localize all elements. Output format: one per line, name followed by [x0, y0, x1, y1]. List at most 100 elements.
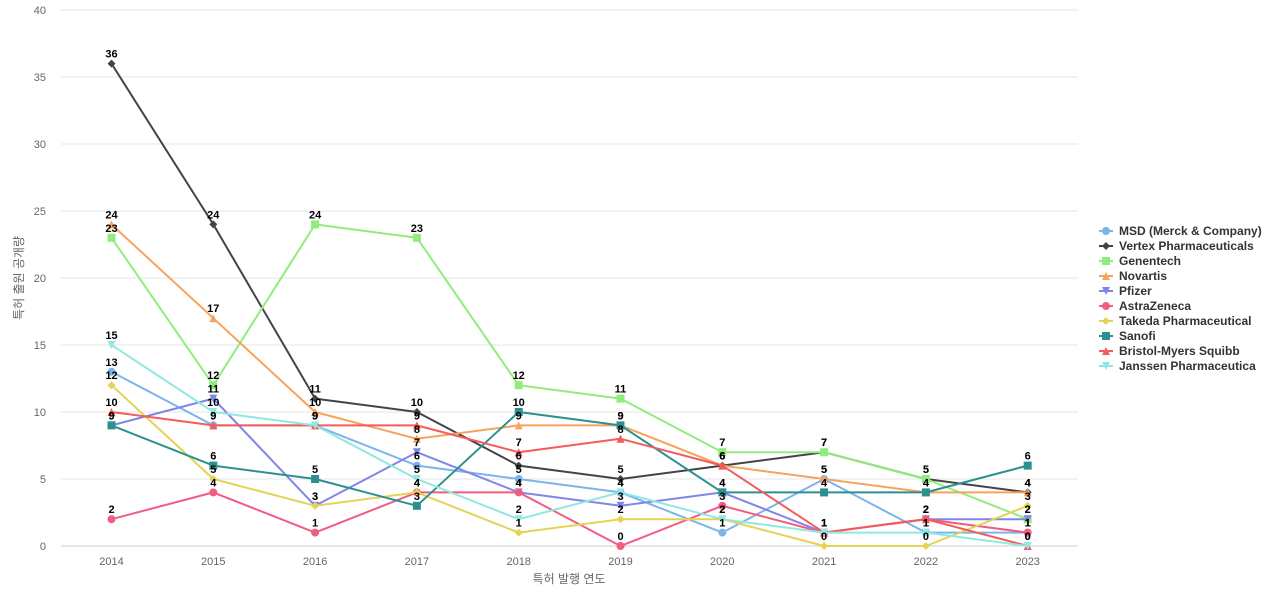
data-point-marker[interactable]: [718, 488, 727, 497]
data-point-marker[interactable]: [412, 421, 421, 430]
legend-item[interactable]: Bristol-Myers Squibb: [1099, 344, 1240, 358]
legend-item[interactable]: Vertex Pharmaceuticals: [1099, 239, 1254, 253]
data-point-marker[interactable]: [209, 475, 218, 483]
data-point-marker[interactable]: [209, 220, 218, 229]
data-point-marker[interactable]: [311, 475, 320, 483]
data-point-marker[interactable]: [514, 528, 523, 537]
legend-item[interactable]: MSD (Merck & Company): [1099, 224, 1262, 238]
data-point-marker[interactable]: [107, 408, 116, 416]
data-point-marker[interactable]: [1102, 317, 1110, 325]
data-point-marker[interactable]: [107, 233, 116, 242]
data-point-marker[interactable]: [921, 528, 930, 537]
series-line[interactable]: [110, 491, 1029, 547]
data-point-marker[interactable]: [820, 448, 829, 457]
data-point-marker[interactable]: [412, 488, 421, 497]
data-point-marker[interactable]: [107, 515, 116, 524]
data-point-marker[interactable]: [107, 381, 116, 390]
data-point-marker[interactable]: [921, 488, 930, 497]
data-point-marker[interactable]: [412, 501, 421, 510]
series-line[interactable]: [110, 384, 1029, 547]
data-point-marker[interactable]: [820, 488, 829, 497]
data-point-marker[interactable]: [1102, 332, 1110, 340]
data-point-marker[interactable]: [616, 488, 625, 497]
data-point-marker[interactable]: [718, 461, 727, 470]
data-point-marker[interactable]: [209, 421, 218, 430]
data-point-marker[interactable]: [412, 475, 421, 483]
data-point-marker[interactable]: [718, 448, 727, 457]
data-point-marker[interactable]: [209, 314, 218, 323]
data-point-marker[interactable]: [820, 528, 829, 537]
data-point-marker[interactable]: [820, 475, 829, 483]
data-point-marker[interactable]: [107, 367, 116, 376]
data-point-marker[interactable]: [209, 488, 218, 497]
data-point-marker[interactable]: [1023, 515, 1032, 524]
data-point-marker[interactable]: [718, 528, 727, 537]
legend-item[interactable]: Pfizer: [1099, 284, 1152, 298]
data-point-marker[interactable]: [514, 448, 523, 457]
data-point-marker[interactable]: [1023, 501, 1032, 510]
data-point-marker[interactable]: [107, 421, 116, 430]
data-point-marker[interactable]: [616, 515, 625, 524]
legend-item[interactable]: Novartis: [1099, 269, 1167, 283]
data-point-marker[interactable]: [1023, 542, 1032, 550]
data-point-marker[interactable]: [616, 421, 625, 430]
data-point-marker[interactable]: [616, 394, 625, 403]
series-line[interactable]: [110, 223, 1029, 521]
data-point-marker[interactable]: [718, 515, 727, 524]
data-point-marker[interactable]: [412, 461, 421, 470]
legend-item[interactable]: Sanofi: [1099, 329, 1156, 343]
series-line[interactable]: [110, 411, 1029, 507]
data-point-marker[interactable]: [1102, 347, 1110, 355]
data-point-marker[interactable]: [209, 461, 218, 470]
legend-item[interactable]: Genentech: [1099, 254, 1181, 268]
data-point-marker[interactable]: [107, 59, 116, 68]
data-point-marker[interactable]: [1102, 362, 1110, 370]
data-point-marker[interactable]: [616, 501, 625, 510]
data-point-marker[interactable]: [107, 341, 116, 349]
data-point-marker[interactable]: [616, 434, 625, 443]
series-line[interactable]: [110, 344, 1029, 547]
data-point-marker[interactable]: [412, 448, 421, 457]
series-line[interactable]: [110, 223, 1029, 494]
data-point-marker[interactable]: [616, 542, 625, 550]
data-point-marker[interactable]: [1102, 302, 1110, 310]
data-point-marker[interactable]: [1102, 227, 1110, 235]
data-point-marker[interactable]: [107, 220, 116, 229]
data-point-marker[interactable]: [311, 394, 320, 403]
data-point-marker[interactable]: [311, 528, 320, 537]
data-point-marker[interactable]: [1023, 461, 1032, 470]
legend-item[interactable]: AstraZeneca: [1099, 299, 1191, 313]
data-point-marker[interactable]: [311, 421, 320, 430]
legend-item[interactable]: Janssen Pharmaceutica: [1099, 359, 1256, 373]
data-point-marker[interactable]: [1023, 488, 1032, 497]
data-point-marker[interactable]: [820, 542, 829, 550]
data-point-marker[interactable]: [311, 501, 320, 510]
data-point-marker[interactable]: [209, 381, 218, 390]
series-line[interactable]: [110, 370, 1029, 534]
data-point-marker[interactable]: [718, 501, 727, 510]
data-point-marker[interactable]: [616, 475, 625, 483]
data-point-marker[interactable]: [921, 475, 930, 483]
data-point-marker[interactable]: [514, 408, 523, 416]
data-point-marker[interactable]: [209, 408, 218, 416]
data-point-marker[interactable]: [412, 408, 421, 416]
data-point-marker[interactable]: [514, 515, 523, 524]
data-point-marker[interactable]: [514, 475, 523, 483]
data-point-marker[interactable]: [1102, 257, 1110, 265]
data-point-marker[interactable]: [412, 434, 421, 443]
data-point-marker[interactable]: [311, 408, 320, 416]
data-point-marker[interactable]: [1102, 272, 1110, 280]
data-point-marker[interactable]: [1023, 528, 1032, 537]
data-point-marker[interactable]: [921, 515, 930, 524]
series-line[interactable]: [110, 411, 1029, 547]
data-point-marker[interactable]: [514, 421, 523, 430]
data-point-marker[interactable]: [311, 220, 320, 229]
data-point-marker[interactable]: [209, 394, 218, 403]
data-point-marker[interactable]: [921, 542, 930, 550]
legend-item[interactable]: Takeda Pharmaceutical: [1099, 314, 1252, 328]
data-point-marker[interactable]: [1102, 287, 1110, 295]
data-point-marker[interactable]: [514, 461, 523, 470]
data-point-marker[interactable]: [514, 381, 523, 390]
data-point-marker[interactable]: [514, 488, 523, 497]
data-point-marker[interactable]: [1102, 242, 1110, 250]
